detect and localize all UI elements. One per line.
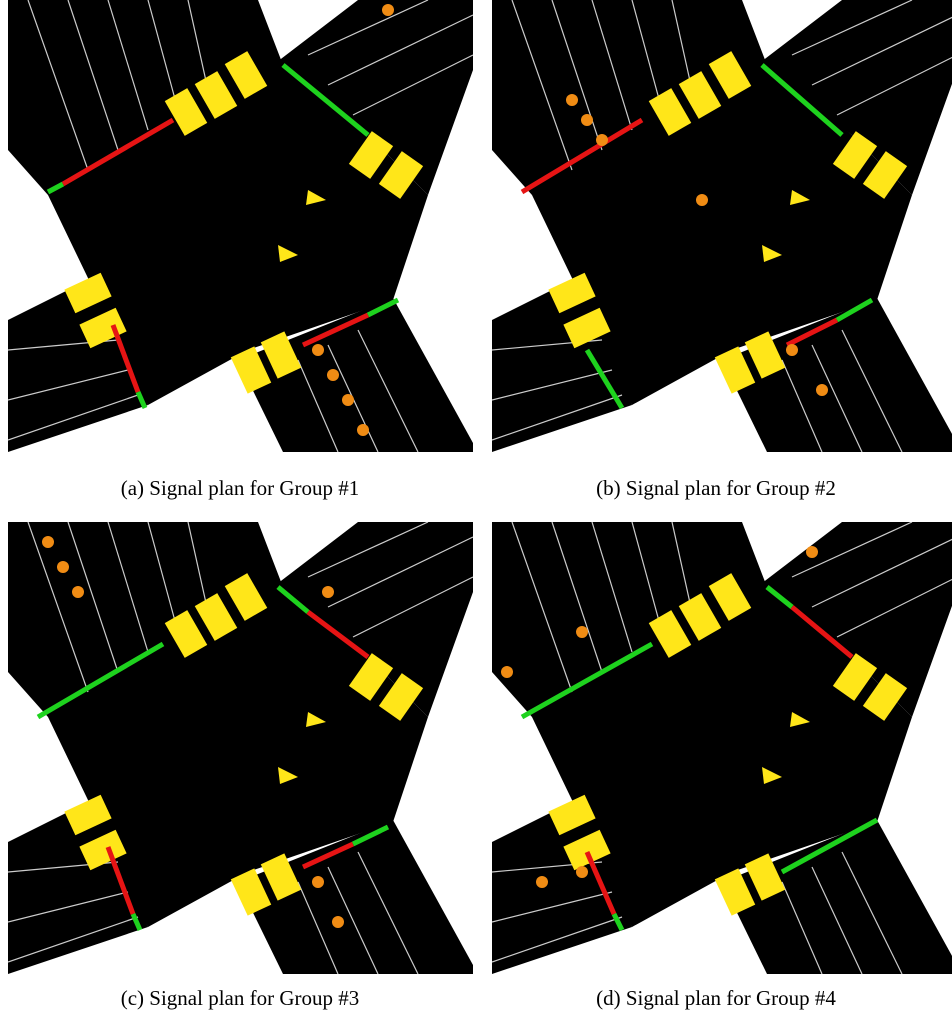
panel-d (492, 522, 952, 974)
caption: (a) Signal plan for Group #1 (121, 476, 360, 500)
figure: (a) Signal plan for Group #1 (b) Signal … (0, 0, 952, 1022)
caption: (c) Signal plan for Group #3 (121, 986, 360, 1010)
caption: (d) Signal plan for Group #4 (596, 986, 836, 1010)
panel-a (8, 0, 478, 452)
panel-b (492, 0, 952, 452)
caption: (b) Signal plan for Group #2 (596, 476, 836, 500)
panel-c (8, 522, 478, 974)
